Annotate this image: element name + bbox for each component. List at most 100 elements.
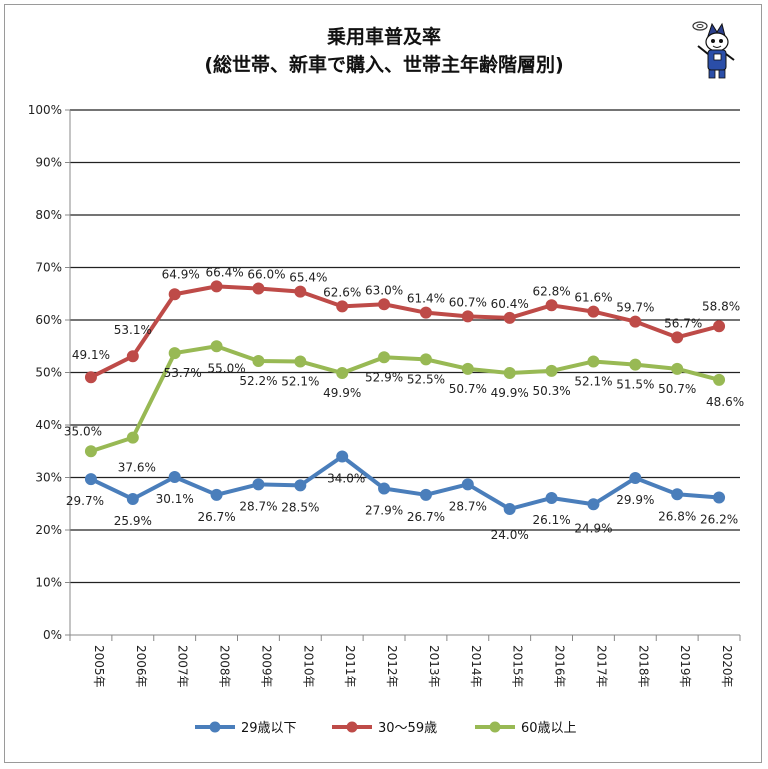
x-tick-label: 2009年 [259,645,273,688]
data-point [252,478,265,491]
data-label: 29.9% [616,493,654,507]
x-tick-label: 2017年 [594,645,608,688]
x-tick-label: 2020年 [720,645,734,688]
data-point [545,364,558,377]
data-point [461,362,474,375]
data-label: 51.5% [616,378,654,392]
data-point [419,353,432,366]
data-label: 66.0% [247,268,285,282]
data-label: 62.6% [323,285,361,299]
data-label: 26.7% [198,510,236,524]
data-point [671,331,684,344]
data-point [378,298,391,311]
data-point [713,320,726,333]
y-tick-label: 30% [35,471,62,485]
y-tick-label: 0% [43,628,62,642]
legend: 29歳以下 30～59歳 60歳以上 [195,721,577,736]
data-point [336,300,349,313]
data-label: 50.7% [449,382,487,396]
data-label: 65.4% [289,271,327,285]
x-tick-label: 2011年 [343,645,357,688]
data-point [713,491,726,504]
data-point [168,470,181,483]
data-point [126,493,139,506]
data-point [126,431,139,444]
y-tick-label: 50% [35,366,62,380]
x-tick-label: 2008年 [218,645,232,688]
data-point [629,315,642,328]
data-point [671,362,684,375]
data-label: 50.3% [533,384,571,398]
data-label: 60.7% [449,295,487,309]
legend-swatch-marker [209,721,221,733]
data-point [419,488,432,501]
data-point [84,445,97,458]
data-label: 53.7% [164,366,202,380]
legend-label: 29歳以下 [241,721,297,736]
data-point [587,355,600,368]
data-point [168,288,181,301]
data-point [503,367,516,380]
legend-label: 60歳以上 [521,721,577,736]
data-label: 28.7% [449,499,487,513]
data-label: 26.1% [533,513,571,527]
data-point [545,491,558,504]
chart-title: 乗用車普及率 [326,26,441,48]
data-label: 49.1% [72,348,110,362]
chart-subtitle: (総世帯、新車で購入、世帯主年齢階層別) [204,54,564,76]
data-label: 62.8% [533,284,571,298]
data-point [503,311,516,324]
data-labels: 29.7%25.9%30.1%26.7%28.7% 28.5%34.0%27.9%… [64,265,744,542]
data-point [503,503,516,515]
data-label: 64.9% [162,267,200,281]
legend-item-1: 30～59歳 [332,721,437,736]
data-point [168,347,181,360]
data-point [252,354,265,367]
y-tick-label: 10% [35,576,62,590]
data-label: 24.0% [491,528,529,542]
data-point [629,472,642,485]
data-point [336,367,349,380]
y-axis: 0% 10% 20% 30% 40% 50% 60% 70% 80% 90% 100% [28,103,71,642]
data-label: 58.8% [702,299,740,313]
series-line-0 [90,454,720,511]
data-point [587,305,600,318]
data-point [84,473,97,486]
data-point [587,498,600,511]
data-label: 28.7% [239,499,277,513]
data-label: 26.2% [700,512,738,526]
y-tick-label: 20% [35,523,62,537]
x-tick-label: 2005年 [92,645,106,688]
data-point [336,450,349,463]
mascot-character-icon [692,21,735,79]
legend-swatch-marker [346,721,358,733]
data-label: 52.1% [281,374,319,388]
data-point [545,299,558,312]
data-label: 56.7% [664,316,702,330]
data-label: 53.1% [114,323,152,337]
legend-label: 30～59歳 [378,721,437,736]
y-tick-label: 70% [35,261,62,275]
data-point [252,282,265,295]
data-point [378,351,391,364]
chart-frame [4,4,762,763]
data-label: 59.7% [616,301,654,315]
data-point [461,478,474,491]
series-line-2 [90,344,720,454]
x-tick-label: 2010年 [301,645,315,688]
y-tick-label: 80% [35,208,62,222]
data-label: 27.9% [365,504,403,518]
data-point [210,488,223,501]
data-label: 48.6% [706,395,744,409]
data-label: 37.6% [118,461,156,475]
data-label: 61.4% [407,292,445,306]
legend-item-0: 29歳以下 [195,721,297,736]
data-label: 63.0% [365,283,403,297]
series-line-1 [90,284,720,380]
data-label: 35.0% [64,424,102,438]
x-tick-label: 2007年 [176,645,190,688]
data-label: 30.1% [156,492,194,506]
data-label: 29.7% [66,494,104,508]
x-tick-label: 2006年 [134,645,148,688]
